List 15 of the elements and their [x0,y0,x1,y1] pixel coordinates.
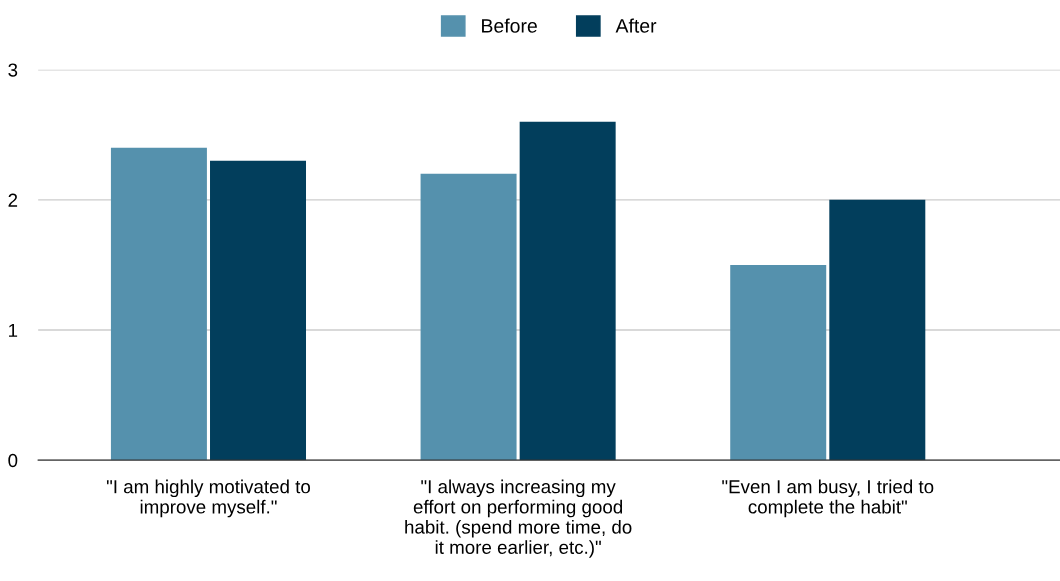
legend-label: After [615,18,657,33]
x-tick-label: "I always increasing my effort on performing good habit. (spend more time, do it more earlier, etc.)" [405,479,632,558]
bar [110,147,207,461]
y-tick-label: 1 [9,323,18,337]
bar [519,121,616,461]
x-tick-label: "I am highly motivated to improve myself." [106,479,311,518]
bar [420,173,517,461]
bar [829,199,926,461]
x-tick-label: "Even I am busy, I tried to complete the habit" [722,479,934,518]
legend-label: Before [482,18,537,33]
y-tick-label: 0 [8,453,18,468]
bar [730,264,827,461]
y-tick-label: 2 [8,193,18,207]
y-tick-label: 3 [8,63,18,77]
bar [210,160,307,461]
